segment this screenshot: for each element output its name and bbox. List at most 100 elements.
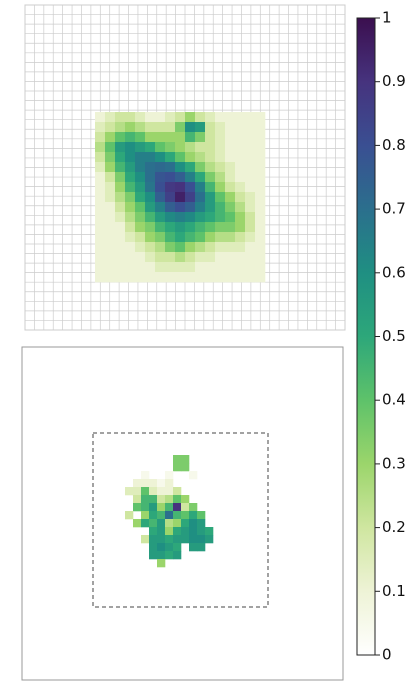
heatmap-cell [235, 162, 246, 173]
colorbar-tick-label: 0.7 [382, 200, 406, 218]
heatmap-cell [181, 503, 190, 512]
heatmap-cell [225, 152, 236, 163]
heatmap-cell [125, 112, 136, 123]
heatmap-cell [95, 152, 106, 163]
heatmap-cell [195, 212, 206, 223]
heatmap-cell [165, 192, 176, 203]
heatmap-cell [165, 471, 174, 480]
heatmap-cell [175, 152, 186, 163]
heatmap-cell [195, 142, 206, 153]
heatmap-cell [165, 511, 174, 520]
heatmap-cell [255, 172, 266, 183]
heatmap-cell [155, 272, 166, 283]
heatmap-cell [225, 182, 236, 193]
heatmap-cell [135, 232, 146, 243]
heatmap-cell [105, 232, 116, 243]
heatmap-cell [157, 479, 166, 488]
heatmap-cell [205, 232, 216, 243]
heatmap-cell [245, 122, 256, 133]
colorbar-tick-label: 0.8 [382, 136, 406, 154]
heatmap-cell [125, 192, 136, 203]
heatmap-cell [135, 192, 146, 203]
heatmap-cell [155, 112, 166, 123]
heatmap-cell [225, 162, 236, 173]
heatmap-cell [215, 272, 226, 283]
heatmap-cell [135, 242, 146, 253]
heatmap-cell [173, 503, 182, 512]
heatmap-cell [197, 543, 206, 552]
dashed-box [92, 432, 269, 608]
heatmap-cell [95, 272, 106, 283]
heatmap-cell [245, 162, 256, 173]
heatmap-cell [133, 479, 142, 488]
heatmap-cell [165, 495, 174, 504]
heatmap-cell [225, 112, 236, 123]
colorbar-tick-label: 0.4 [382, 391, 406, 409]
heatmap-cell [205, 112, 216, 123]
heatmap-cell [135, 132, 146, 143]
heatmap-cell [175, 242, 186, 253]
heatmap-cell [105, 262, 116, 273]
heatmap-cell [255, 182, 266, 193]
heatmap-cell [189, 543, 198, 552]
heatmap-cell [135, 162, 146, 173]
heatmap-cell [225, 202, 236, 213]
heatmap-cell [245, 212, 256, 223]
heatmap-cell [115, 142, 126, 153]
heatmap-cell [205, 172, 216, 183]
heatmap-cell [173, 527, 182, 536]
heatmap-cell [255, 112, 266, 123]
heatmap-cell [145, 262, 156, 273]
heatmap-cell [195, 152, 206, 163]
heatmap-cell [145, 272, 156, 283]
heatmap-cell [215, 152, 226, 163]
heatmap-cell [195, 202, 206, 213]
heatmap-cell [149, 479, 158, 488]
heatmap-cell [95, 252, 106, 263]
heatmap-cell [145, 202, 156, 213]
heatmap-cell [155, 152, 166, 163]
heatmap-cell [157, 559, 166, 568]
heatmap-cell [255, 222, 266, 233]
heatmap-cell [125, 222, 136, 233]
heatmap-cell [165, 182, 176, 193]
heatmap-cell [195, 172, 206, 183]
heatmap-cell [185, 262, 196, 273]
heatmap-cell [165, 272, 176, 283]
heatmap-cell [245, 252, 256, 263]
heatmap-cell [115, 252, 126, 263]
heatmap-cell [255, 132, 266, 143]
heatmap-cell [215, 172, 226, 183]
heatmap-cell [145, 222, 156, 233]
heatmap-cell [165, 519, 174, 528]
heatmap-cell [189, 527, 198, 536]
heatmap-cell [185, 132, 196, 143]
colorbar-tick-label: 0.3 [382, 454, 406, 472]
heatmap-cell [181, 455, 190, 464]
heatmap-cell [125, 272, 136, 283]
heatmap-cell [235, 242, 246, 253]
heatmap-cell [235, 182, 246, 193]
heatmap-cell [215, 122, 226, 133]
heatmap-cell [225, 232, 236, 243]
heatmap-cell [255, 122, 266, 133]
heatmap-cell [215, 232, 226, 243]
heatmap-cell [105, 122, 116, 133]
heatmap-cell [205, 152, 216, 163]
heatmap-cell [185, 122, 196, 133]
heatmap-cell [165, 142, 176, 153]
heatmap-cell [225, 132, 236, 143]
heatmap-cell [225, 242, 236, 253]
heatmap-cell [115, 172, 126, 183]
heatmap-cell [165, 112, 176, 123]
heatmap-cell [205, 132, 216, 143]
heatmap-cell [245, 142, 256, 153]
heatmap-cell [95, 122, 106, 133]
heatmap-cell [135, 202, 146, 213]
heatmap-cell [255, 152, 266, 163]
heatmap-cell [185, 222, 196, 233]
heatmap-cell [197, 511, 206, 520]
heatmap-cell [185, 172, 196, 183]
heatmap-cell [189, 519, 198, 528]
heatmap-cell [181, 495, 190, 504]
